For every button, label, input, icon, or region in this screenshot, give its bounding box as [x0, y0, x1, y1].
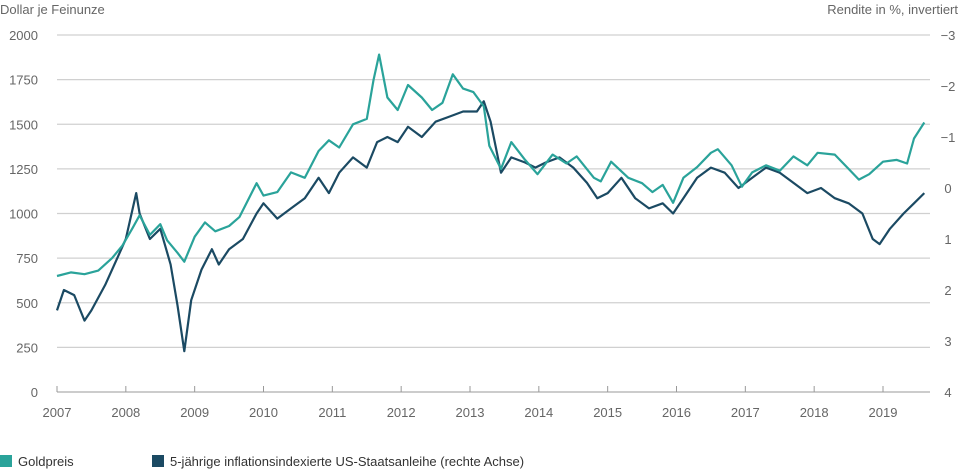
- x-tick-label: 2015: [593, 405, 622, 420]
- gold-price-line: [56, 53, 926, 278]
- legend-swatch-gold: [0, 455, 12, 467]
- left-tick-label: 750: [16, 251, 38, 266]
- legend-label-tips: 5-jährige inflationsindexierte US-Staats…: [170, 454, 524, 469]
- right-tick-label: −3: [941, 28, 956, 43]
- left-tick-label: 1000: [9, 207, 38, 222]
- left-tick-label: 2000: [9, 28, 38, 43]
- left-tick-label: 1750: [9, 73, 38, 88]
- legend-swatch-tips: [152, 455, 164, 467]
- x-tick-label: 2010: [249, 405, 278, 420]
- x-tick-label: 2016: [662, 405, 691, 420]
- right-tick-label: 3: [944, 334, 951, 349]
- right-axis-label: Rendite in %, invertiert: [827, 2, 958, 17]
- tips-yield-line: [55, 100, 926, 353]
- x-tick-label: 2007: [43, 405, 72, 420]
- x-tick-label: 2014: [524, 405, 553, 420]
- legend: Goldpreis 5-jährige inflationsindexierte…: [0, 454, 524, 469]
- x-tick-label: 2018: [800, 405, 829, 420]
- x-tick-label: 2008: [111, 405, 140, 420]
- tick-labels: 0 250 500 750 1000 1250 1500 1750 2000 4 3 2 1 0 −1 −2 −…: [9, 28, 955, 420]
- series-lines: [55, 53, 926, 353]
- left-tick-label: 1250: [9, 162, 38, 177]
- gridlines: [56, 34, 930, 393]
- x-tick-label: 2011: [318, 405, 346, 420]
- left-tick-label: 500: [16, 296, 38, 311]
- left-tick-label: 250: [16, 340, 38, 355]
- left-axis-label: Dollar je Feinunze: [0, 2, 105, 17]
- x-tick-label: 2013: [456, 405, 485, 420]
- right-tick-label: 2: [944, 283, 951, 298]
- right-tick-label: 1: [944, 232, 951, 247]
- right-tick-label: −1: [941, 130, 956, 145]
- left-tick-label: 0: [31, 385, 38, 400]
- x-tick-label: 2019: [869, 405, 898, 420]
- right-tick-label: 0: [944, 181, 951, 196]
- right-tick-label: 4: [944, 385, 951, 400]
- x-tick-label: 2009: [180, 405, 209, 420]
- x-tick-label: 2017: [731, 405, 760, 420]
- x-tick-label: 2012: [387, 405, 416, 420]
- right-tick-label: −2: [941, 79, 956, 94]
- legend-label-gold: Goldpreis: [18, 454, 74, 469]
- left-tick-label: 1500: [9, 117, 38, 132]
